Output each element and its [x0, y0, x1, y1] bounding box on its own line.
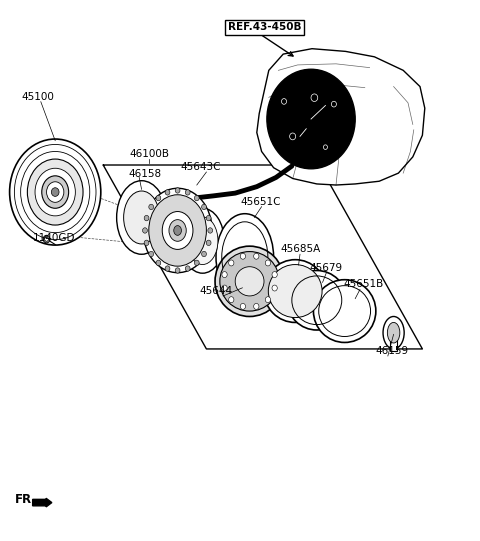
Ellipse shape	[235, 267, 264, 296]
Text: 46100B: 46100B	[130, 149, 169, 159]
Text: 45651C: 45651C	[240, 197, 280, 207]
Ellipse shape	[181, 208, 224, 273]
Circle shape	[208, 228, 213, 233]
Circle shape	[272, 272, 277, 278]
Circle shape	[43, 235, 50, 243]
Text: 45685A: 45685A	[281, 245, 321, 254]
Circle shape	[253, 253, 259, 259]
Circle shape	[202, 251, 206, 256]
Circle shape	[144, 215, 149, 221]
Circle shape	[240, 304, 246, 309]
Circle shape	[165, 190, 170, 195]
Text: REF.43-450B: REF.43-450B	[228, 23, 301, 32]
Circle shape	[45, 237, 48, 241]
Ellipse shape	[174, 226, 181, 235]
Text: 45643C: 45643C	[180, 162, 220, 172]
Ellipse shape	[42, 176, 69, 208]
Circle shape	[202, 204, 206, 210]
Ellipse shape	[124, 191, 159, 244]
Circle shape	[240, 253, 246, 259]
FancyArrow shape	[33, 498, 52, 507]
Circle shape	[175, 268, 180, 273]
Circle shape	[144, 240, 149, 246]
Ellipse shape	[169, 220, 186, 241]
Circle shape	[156, 195, 161, 201]
Circle shape	[265, 260, 271, 266]
Circle shape	[194, 195, 199, 201]
Ellipse shape	[10, 139, 101, 245]
Circle shape	[206, 240, 211, 246]
Text: 46158: 46158	[129, 169, 162, 179]
Ellipse shape	[268, 265, 322, 318]
Ellipse shape	[220, 252, 279, 311]
Circle shape	[194, 260, 199, 266]
Text: 45679: 45679	[310, 263, 343, 273]
Circle shape	[222, 272, 227, 278]
Ellipse shape	[264, 260, 326, 322]
Ellipse shape	[143, 188, 212, 273]
Text: 45100: 45100	[21, 92, 54, 102]
Ellipse shape	[35, 168, 75, 216]
Circle shape	[272, 285, 277, 291]
Circle shape	[228, 260, 234, 266]
Ellipse shape	[117, 181, 167, 254]
FancyBboxPatch shape	[390, 339, 397, 351]
Ellipse shape	[215, 246, 284, 316]
Circle shape	[143, 228, 147, 233]
Ellipse shape	[162, 212, 193, 249]
Text: 46159: 46159	[375, 346, 408, 356]
Ellipse shape	[383, 316, 404, 349]
Circle shape	[228, 296, 234, 302]
Text: 1140GD: 1140GD	[33, 234, 75, 243]
Circle shape	[185, 266, 190, 271]
Circle shape	[149, 251, 154, 256]
Text: FR.: FR.	[14, 493, 36, 506]
Ellipse shape	[51, 188, 59, 196]
Circle shape	[265, 296, 271, 302]
Ellipse shape	[287, 270, 347, 330]
Ellipse shape	[387, 322, 400, 343]
Ellipse shape	[216, 214, 274, 300]
Ellipse shape	[313, 280, 376, 342]
Circle shape	[185, 190, 190, 195]
Circle shape	[267, 69, 355, 169]
Ellipse shape	[47, 182, 64, 202]
Circle shape	[206, 215, 211, 221]
Ellipse shape	[27, 159, 83, 225]
Circle shape	[149, 204, 154, 210]
Ellipse shape	[187, 217, 218, 265]
Circle shape	[165, 266, 170, 271]
Circle shape	[156, 260, 161, 266]
Circle shape	[175, 188, 180, 193]
Text: 45644: 45644	[199, 286, 232, 296]
Text: 45651B: 45651B	[343, 280, 384, 289]
Ellipse shape	[149, 195, 206, 266]
Circle shape	[253, 304, 259, 309]
Circle shape	[222, 285, 227, 291]
Polygon shape	[257, 49, 425, 185]
